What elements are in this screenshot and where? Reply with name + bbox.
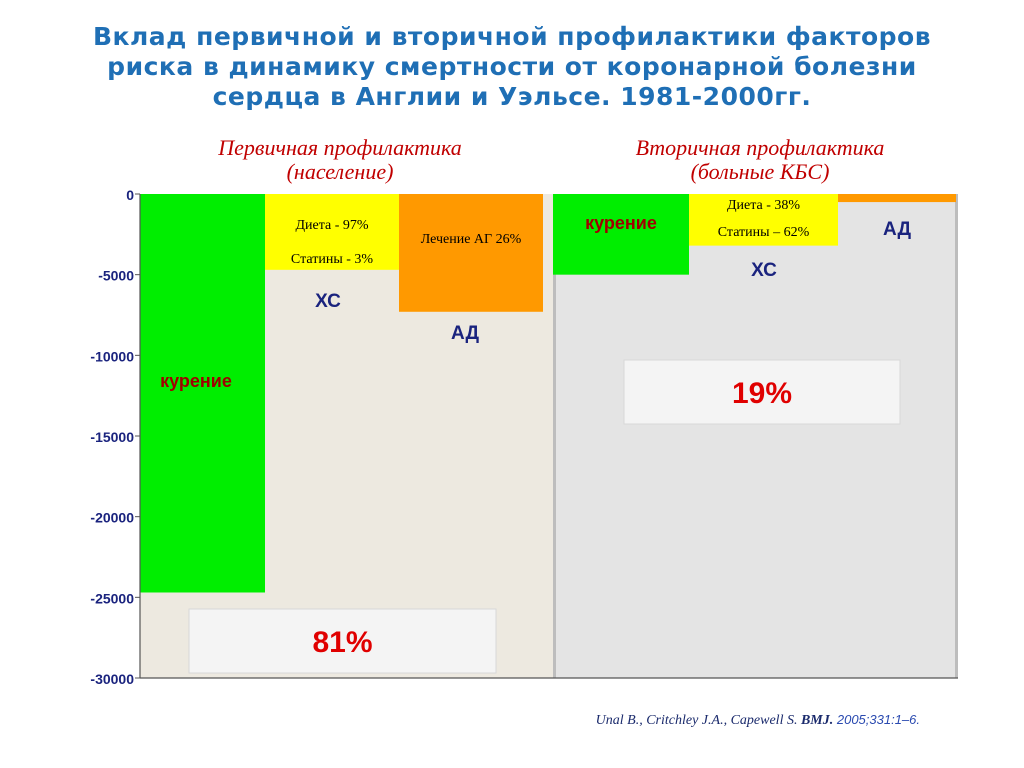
bar-inner-label: курение (585, 213, 657, 233)
panel-edge (955, 194, 958, 678)
y-tick-label: -5000 (98, 268, 134, 284)
primary-prevention-title: Первичная профилактика (218, 135, 462, 160)
bar-label: ХС (315, 291, 341, 312)
citation-reference: 2005;331:1–6. (833, 712, 920, 727)
secondary-prevention-subtitle: (больные КБС) (690, 159, 830, 184)
y-tick-label: -10000 (90, 348, 134, 364)
bar-inner-label: Диета - 97% (295, 218, 368, 233)
panel-divider (553, 194, 556, 678)
share-percentage: 19% (732, 377, 792, 410)
bar-inner-label: Статины – 62% (718, 225, 810, 240)
share-percentage: 81% (312, 626, 372, 659)
bar (689, 194, 838, 246)
citation-journal: BMJ. (800, 713, 834, 728)
bar-inner-label: Статины - 3% (291, 252, 373, 267)
annotation-box (188, 608, 497, 674)
bar (399, 194, 543, 312)
bar-inner-label: Диета - 38% (727, 198, 800, 213)
bar (838, 194, 956, 203)
bar-inner-label: Лечение АГ 26% (421, 232, 522, 247)
bar (140, 194, 265, 593)
bar-label: ХС (751, 260, 777, 281)
y-tick-label: -25000 (90, 590, 134, 606)
bar (553, 194, 689, 275)
y-tick-label: -15000 (90, 429, 134, 445)
citation: Unal B., Critchley J.A., Capewell S. BMJ… (0, 712, 920, 729)
annotation-box (623, 359, 901, 425)
bar-label: АД (451, 323, 479, 344)
y-tick-label: -20000 (90, 510, 134, 526)
y-tick-label: 0 (126, 187, 134, 203)
y-tick-label: -30000 (90, 671, 134, 687)
primary-prevention-subtitle: (население) (286, 159, 394, 184)
page-title: Вклад первичной и вторичной профилактики… (92, 22, 932, 111)
bar-label: курение (160, 371, 232, 391)
bar-label: АД (883, 219, 911, 240)
citation-authors: Unal B., Critchley J.A., Capewell S. (595, 713, 801, 728)
secondary-prevention-title: Вторичная профилактика (635, 135, 885, 160)
secondary-prevention-heading: Вторичная профилактика (больные КБС) (560, 136, 960, 184)
bar (265, 194, 399, 270)
primary-prevention-heading: Первичная профилактика (население) (140, 136, 540, 184)
